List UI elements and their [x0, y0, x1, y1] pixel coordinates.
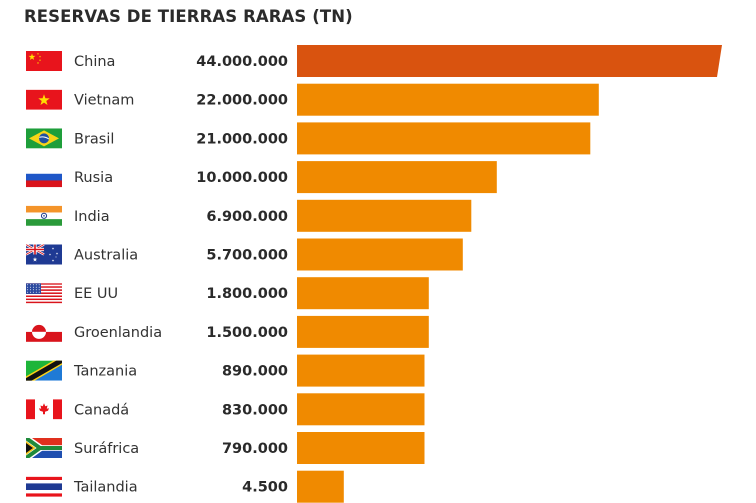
- category-label: China: [74, 54, 115, 70]
- bar: [297, 83, 599, 116]
- flag-china-icon: [26, 51, 62, 71]
- category-label: Brasil: [74, 131, 114, 147]
- category-label: EE UU: [74, 286, 118, 302]
- value-label: 1.500.000: [206, 325, 288, 341]
- category-label: Australia: [74, 248, 138, 264]
- value-label: 22.000.000: [196, 93, 288, 109]
- flag-brazil-icon: [26, 128, 62, 149]
- category-label: Suráfrica: [74, 441, 139, 457]
- chart-row: Tailandia 4.500: [26, 470, 344, 503]
- chart-row: Tanzania 890.000: [26, 354, 425, 387]
- chart-row: Vietnam 22.000.000: [26, 83, 599, 116]
- chart-row: EE UU 1.800.000: [26, 277, 429, 310]
- value-label: 790.000: [222, 441, 288, 457]
- value-label: 4.500: [242, 480, 288, 496]
- category-label: Vietnam: [74, 93, 134, 109]
- flag-canada-icon: [26, 399, 62, 420]
- category-label: Canadá: [74, 402, 129, 418]
- value-label: 830.000: [222, 402, 288, 418]
- flag-vietnam-icon: [26, 89, 62, 110]
- category-label: India: [74, 209, 110, 225]
- flag-tanzania-icon: [26, 360, 62, 381]
- bar: [297, 199, 472, 232]
- category-label: Tailandia: [73, 480, 138, 496]
- chart-row: China 44.000.000: [26, 45, 722, 77]
- category-label: Rusia: [74, 170, 113, 186]
- bar: [297, 470, 344, 503]
- chart-row: India 6.900.000: [26, 199, 472, 232]
- value-label: 890.000: [222, 364, 288, 380]
- value-label: 6.900.000: [206, 209, 288, 225]
- bar: [297, 315, 429, 348]
- bar: [297, 161, 497, 194]
- chart-row: Rusia 10.000.000: [26, 161, 497, 194]
- flag-usa-icon: [26, 283, 62, 304]
- flag-australia-icon: [26, 244, 62, 265]
- flag-india-icon: [26, 205, 62, 226]
- bar: [297, 354, 425, 387]
- value-label: 44.000.000: [196, 54, 288, 70]
- flag-greenland-icon: [26, 321, 62, 342]
- flag-south-africa-icon: [26, 438, 62, 458]
- chart-row: Groenlandia 1.500.000: [26, 315, 429, 348]
- flag-russia-icon: [26, 167, 62, 188]
- bar: [297, 432, 425, 464]
- chart-row: Australia 5.700.000: [26, 238, 463, 271]
- bar: [297, 45, 722, 77]
- chart-row: Canadá 830.000: [26, 393, 425, 426]
- chart-row: Suráfrica 790.000: [26, 432, 425, 464]
- bar: [297, 122, 591, 155]
- value-label: 1.800.000: [206, 286, 288, 302]
- bar: [297, 393, 425, 426]
- category-label: Groenlandia: [74, 325, 162, 341]
- bar: [297, 277, 429, 310]
- value-label: 5.700.000: [206, 248, 288, 264]
- bar: [297, 238, 463, 271]
- value-label: 10.000.000: [196, 170, 288, 186]
- chart-title: RESERVAS DE TIERRAS RARAS (TN): [24, 7, 353, 26]
- flag-thailand-icon: [26, 476, 62, 497]
- category-label: Tanzania: [73, 364, 137, 380]
- value-label: 21.000.000: [196, 131, 288, 147]
- chart-row: Brasil 21.000.000: [26, 122, 591, 155]
